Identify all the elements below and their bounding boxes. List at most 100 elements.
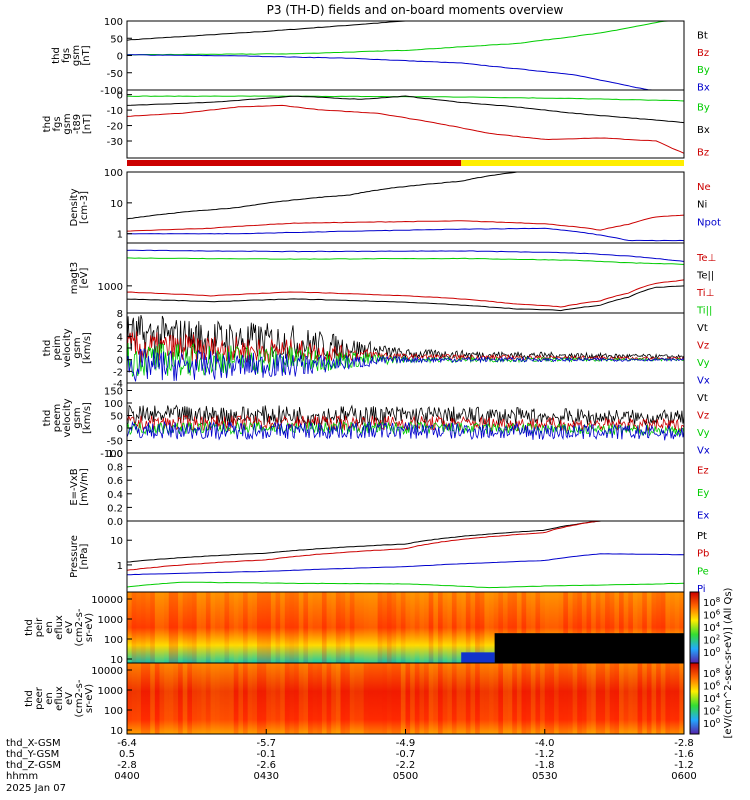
spectrogram-streak <box>308 663 313 734</box>
y-tick-label: 10 <box>110 199 123 210</box>
spectrogram-streak <box>609 592 615 663</box>
y-axis-label: [mV/m] <box>79 468 90 506</box>
spectrogram-streak <box>303 663 309 734</box>
spectrogram-streak <box>205 592 211 663</box>
spectrogram-streak <box>516 592 522 663</box>
spectrogram-streak <box>428 592 434 663</box>
panel-bgse: 0 -10 -20 -30 thd fgs gsm -t89 [nT] By Bx Bz <box>42 89 710 159</box>
spectrogram-streak <box>173 663 179 734</box>
spectrogram-streak <box>284 663 290 734</box>
spectrogram-streak <box>238 592 244 663</box>
spectrogram-streak <box>530 592 536 663</box>
spectrogram-streak <box>196 592 202 663</box>
spectrogram-streak <box>433 663 438 734</box>
spectrogram-streak <box>651 663 657 734</box>
orbit-row-value: -6.4 <box>117 738 137 749</box>
y-tick-label: 4 <box>117 332 123 343</box>
spectrogram-streak <box>512 592 517 663</box>
y-axis-label: thd <box>24 619 35 636</box>
legend-entry: Vz <box>697 340 709 351</box>
spectrogram-streak <box>326 663 332 734</box>
spectrogram-streak <box>637 663 643 734</box>
spectrogram-streak <box>340 663 346 734</box>
spectrogram-streak <box>312 592 318 663</box>
colorbar-tick-exp: 0 <box>716 717 720 725</box>
spectrogram-streak <box>410 663 415 734</box>
spectrogram-streak <box>256 592 262 663</box>
spectrogram-streak <box>382 592 387 663</box>
spectrogram-streak <box>377 592 383 663</box>
y-axis-label: peer <box>34 686 45 710</box>
spectrogram-streak <box>164 663 169 734</box>
spectrogram-streak <box>670 663 675 734</box>
spectrogram-streak <box>405 592 411 663</box>
panel-temp: 1000 magt3 [eV] Te⊥ Te|| Ti⊥ Ti|| <box>69 242 716 316</box>
legend-entry: Vt <box>697 323 708 334</box>
legend-entry: Vz <box>697 410 709 421</box>
legend-entry: Te⊥ <box>696 253 716 264</box>
spectrogram-streak <box>447 663 452 734</box>
spectrogram-streak <box>373 592 378 663</box>
spectrogram-streak <box>507 592 513 663</box>
y-tick-label: 1000 <box>98 282 123 293</box>
y-axis-label: sr-eV) <box>84 684 95 713</box>
spectrogram-streak <box>424 592 429 663</box>
spectrogram-streak <box>498 592 503 663</box>
spectrogram-streak <box>247 592 253 663</box>
series-Bt <box>126 20 684 41</box>
spectrogram-streak <box>619 592 624 663</box>
y-axis-label: [nT] <box>81 45 92 65</box>
spectrogram-streak <box>233 592 239 663</box>
spectrogram-streak <box>465 663 471 734</box>
spectrogram-streak <box>275 663 281 734</box>
spectrogram-streak <box>414 663 420 734</box>
y-axis-label: Pressure <box>69 535 80 578</box>
panel-peer: 10000 1000 100 10 thd peer en eflux eV (cm2-s-sr-… <box>24 662 685 737</box>
spectrogram-streak <box>284 592 290 663</box>
series-Pt <box>126 520 601 563</box>
spectrogram-streak <box>386 663 392 734</box>
spectrogram-streak <box>196 663 202 734</box>
series-Vx <box>126 348 685 382</box>
spectrogram-streak <box>363 592 369 663</box>
spectrogram-streak <box>507 663 513 734</box>
spectrogram-streak <box>493 592 499 663</box>
y-tick-label: 10 <box>110 655 123 666</box>
y-tick-label: 10 <box>110 726 123 737</box>
spectrogram-streak <box>159 592 165 663</box>
spectrogram-streak <box>140 663 146 734</box>
spectrogram-streak <box>591 663 596 734</box>
spectrogram-streak <box>442 592 448 663</box>
y-axis-label: -t89 <box>72 114 83 134</box>
spectrogram-streak <box>368 663 374 734</box>
spectrogram-streak <box>493 663 499 734</box>
orbit-row-value: 0400 <box>114 771 139 782</box>
series-Vy <box>126 420 685 437</box>
mode-bar-segment <box>461 160 684 166</box>
orbit-row-value: -0.7 <box>396 749 416 760</box>
y-tick-label: 0 <box>117 356 123 367</box>
spectrogram-streak <box>489 663 494 734</box>
y-tick-label: -50 <box>107 69 123 80</box>
spectrogram-streak <box>540 592 545 663</box>
series-Bx <box>126 54 684 91</box>
spectrogram-streak <box>563 663 568 734</box>
colorbar-peir <box>689 591 700 664</box>
spectrogram-peer <box>127 663 684 734</box>
spectrogram-streak <box>182 592 188 663</box>
spectrogram-streak <box>312 663 318 734</box>
spectrogram-streak <box>642 592 647 663</box>
legend-entry: By <box>697 102 710 113</box>
legend-entry: Pi <box>697 584 706 595</box>
spectrogram-streak <box>577 663 582 734</box>
spectrogram-streak <box>549 592 555 663</box>
colorbar-tick-exp: 0 <box>716 646 720 654</box>
spectrogram-streak <box>419 663 425 734</box>
colorbar-tick: 108 <box>703 596 720 609</box>
spectrogram-streak <box>674 663 680 734</box>
spectrogram-streak <box>215 663 220 734</box>
series-Pe <box>126 581 685 589</box>
spectrogram-streak <box>256 663 262 734</box>
